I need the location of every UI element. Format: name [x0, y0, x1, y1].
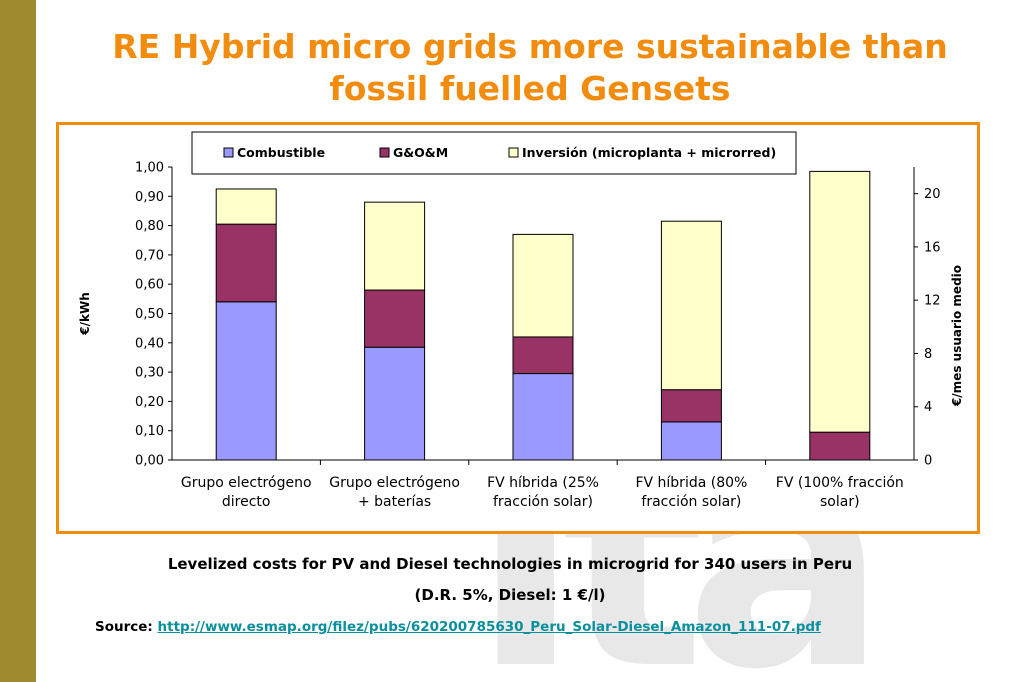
legend-label: G&O&M [393, 145, 448, 160]
bar-segment [364, 346, 426, 461]
bar-segment [215, 223, 277, 303]
bar-segment [364, 289, 426, 348]
y-tick-label: 0,10 [135, 424, 164, 439]
x-tick-label: FV híbrida (80% [635, 475, 747, 491]
y-tick-label: 0,40 [135, 336, 164, 351]
bar-segment [660, 389, 722, 423]
bar-segment [660, 421, 722, 461]
y-tick-label: 0,60 [135, 278, 164, 293]
x-tick-label: directo [222, 494, 271, 510]
y-tick-label: 0,30 [135, 366, 164, 381]
source-line: Source: http://www.esmap.org/filez/pubs/… [95, 619, 821, 635]
legend-swatch [223, 147, 234, 158]
y-tick-label: 0,50 [135, 307, 164, 322]
y-tick-label: 1,00 [135, 161, 164, 176]
source-link[interactable]: http://www.esmap.org/filez/pubs/62020078… [157, 619, 821, 635]
bar-segment [809, 431, 871, 461]
y-tick-label: 0,80 [135, 219, 164, 234]
x-tick-label: + baterías [358, 494, 431, 510]
bar-segment [809, 170, 871, 433]
bar-segment [215, 301, 277, 461]
source-label: Source: [95, 619, 153, 635]
bar-segment [215, 188, 277, 225]
bar-segment [512, 373, 574, 461]
y-axis-title: €/kWh [78, 292, 92, 336]
y2-axis-title: €/mes usuario medio [950, 265, 964, 407]
bar-segment [364, 201, 426, 291]
y2-tick-label: 0 [924, 454, 932, 469]
y-tick-label: 0,00 [135, 454, 164, 469]
y2-tick-label: 8 [924, 347, 932, 362]
y-tick-label: 0,70 [135, 248, 164, 263]
legend-label: Combustible [237, 145, 325, 160]
x-tick-label: FV (100% fracción [776, 475, 904, 491]
legend-label: Inversión (microplanta + microrred) [522, 145, 776, 160]
chart-caption: Levelized costs for PV and Diesel techno… [167, 555, 853, 573]
y2-tick-label: 4 [924, 400, 932, 415]
chart-caption-conditions: (D.R. 5%, Diesel: 1 €/l) [414, 586, 606, 604]
chart-frame: 0,00 0,10 0,20 0,30 0,40 0,50 0,60 0,70 0,80 0,90… [56, 122, 980, 534]
bar-segment [512, 233, 574, 338]
bar-segment [512, 336, 574, 375]
side-accent-bar [0, 0, 36, 682]
legend-swatch [379, 147, 390, 158]
slide-title: RE Hybrid micro grids more sustainable t… [112, 27, 948, 108]
legend-swatch [508, 147, 519, 158]
bar-segment [660, 220, 722, 391]
legend-box [191, 131, 797, 175]
y2-tick-label: 12 [924, 294, 941, 309]
y-tick-label: 0,90 [135, 190, 164, 205]
y2-tick-label: 20 [924, 187, 941, 202]
stacked-bar-chart: 0,00 0,10 0,20 0,30 0,40 0,50 0,60 0,70 0,80 0,90… [78, 131, 964, 510]
y2-tick-label: 16 [924, 240, 941, 255]
x-tick-label: FV híbrida (25% [487, 475, 599, 491]
x-tick-label: solar) [820, 494, 860, 510]
x-tick-label: Grupo electrógeno [181, 475, 312, 491]
y-tick-label: 0,20 [135, 395, 164, 410]
x-tick-label: Grupo electrógeno [329, 475, 460, 491]
x-tick-label: fracción solar) [493, 494, 593, 510]
x-tick-label: fracción solar) [641, 494, 741, 510]
